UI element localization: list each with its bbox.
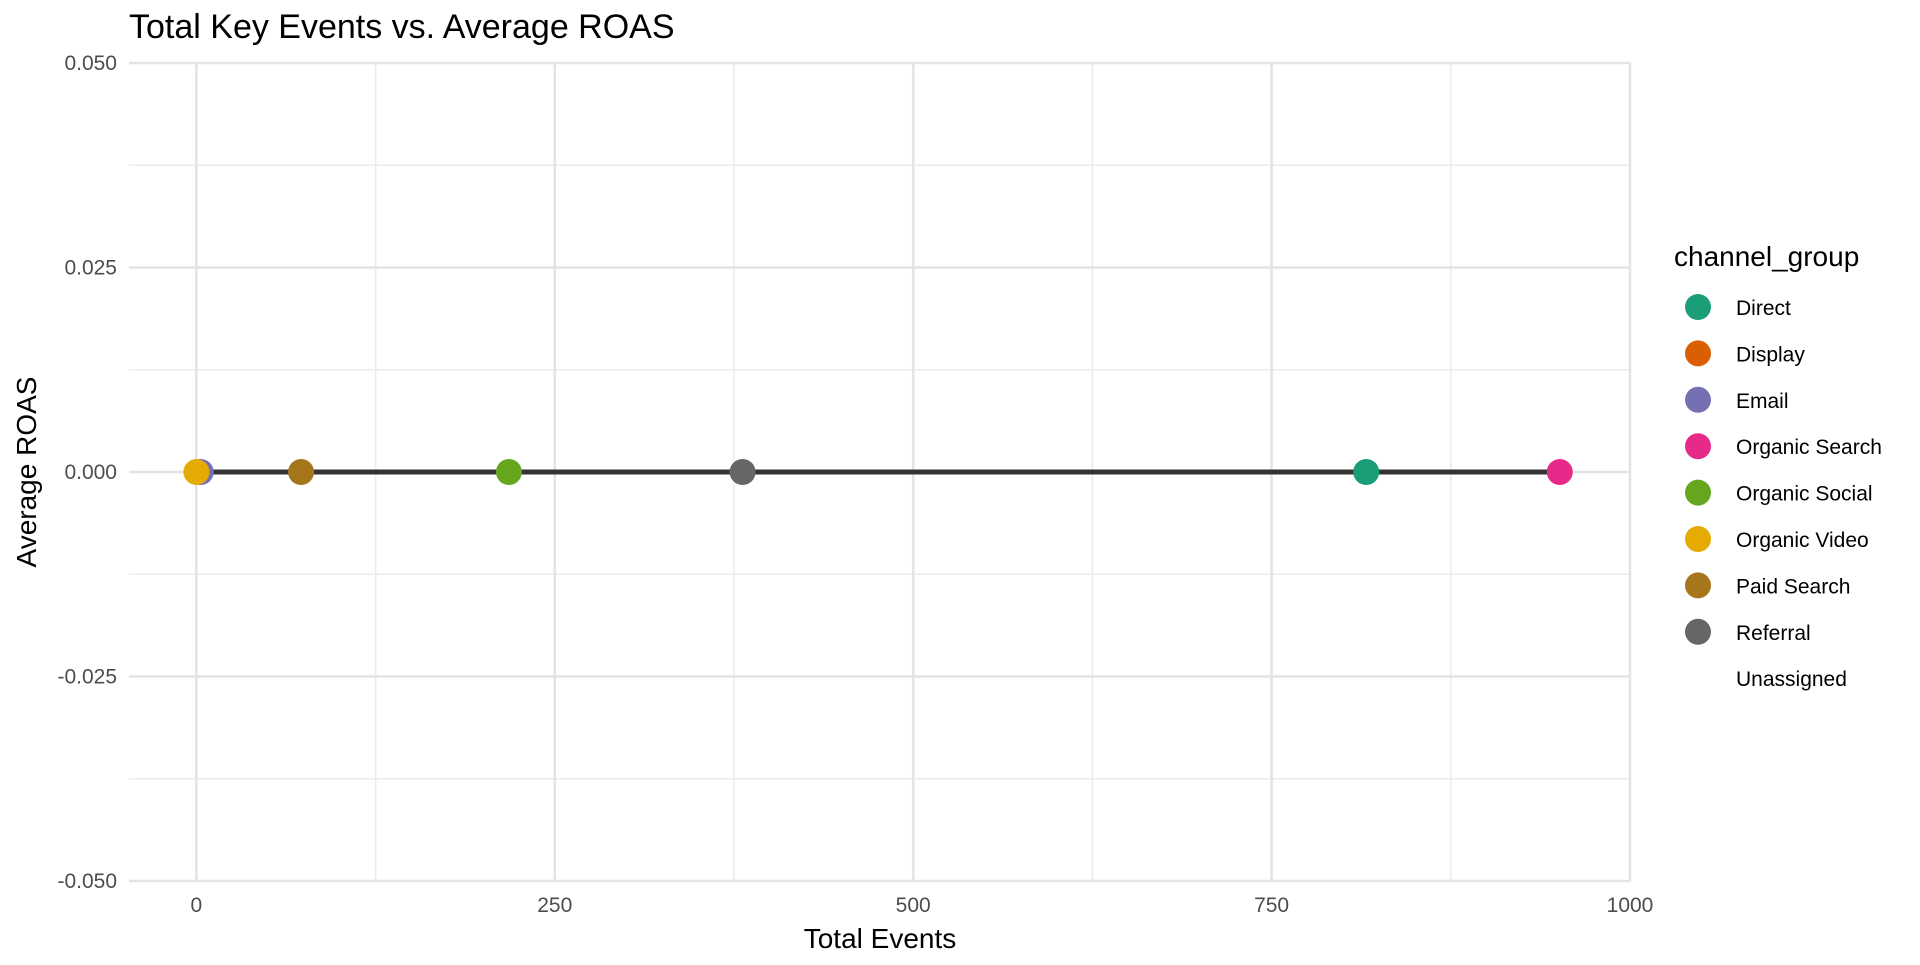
legend-label: Direct — [1736, 297, 1791, 320]
data-point-organic-video — [183, 459, 210, 485]
y-tick-label: -0.025 — [57, 666, 117, 689]
x-tick-label: 500 — [896, 894, 931, 917]
legend-label: Email — [1736, 390, 1789, 413]
grid-lines — [129, 61, 1632, 883]
y-axis-label: Average ROAS — [11, 377, 42, 568]
axis-ticks: 0 250 500 750 1000 -0.050 -0.025 0.000 0.025 0.05… — [57, 52, 1653, 917]
x-tick-label: 1000 — [1607, 894, 1654, 917]
legend-label: Organic Search — [1736, 436, 1882, 459]
legend-key — [1685, 618, 1711, 645]
legend-key — [1685, 386, 1711, 413]
legend: channel_group Direct Display Email Organic … — [1674, 241, 1882, 691]
chart-title: Total Key Events vs. Average ROAS — [129, 8, 675, 46]
legend-key — [1685, 479, 1711, 506]
legend-key — [1685, 433, 1711, 460]
y-tick-label: 0.025 — [64, 257, 117, 280]
legend-key — [1685, 526, 1711, 552]
y-tick-label: 0.050 — [64, 52, 117, 75]
x-tick-label: 250 — [537, 894, 572, 917]
legend-title: channel_group — [1674, 241, 1859, 272]
data-point-organic-search — [1546, 459, 1573, 485]
legend-label: Organic Social — [1736, 483, 1873, 506]
legend-key — [1685, 572, 1711, 599]
x-tick-label: 0 — [191, 894, 203, 917]
data-point-referral — [729, 459, 756, 485]
y-tick-label: 0.000 — [64, 461, 117, 484]
legend-label: Unassigned — [1736, 668, 1847, 691]
x-axis-label: Total Events — [804, 923, 957, 954]
x-tick-label: 750 — [1254, 894, 1289, 917]
data-point-direct — [1353, 459, 1380, 485]
data-point-paid-search — [288, 459, 315, 485]
y-tick-label: -0.050 — [57, 870, 117, 893]
legend-label: Paid Search — [1736, 575, 1850, 598]
legend-label: Organic Video — [1736, 529, 1869, 552]
data-point-organic-social — [495, 459, 522, 485]
legend-label: Display — [1736, 343, 1805, 366]
legend-label: Referral — [1736, 622, 1811, 645]
legend-key — [1685, 340, 1711, 367]
data-marks — [183, 459, 1573, 485]
legend-key — [1685, 294, 1711, 320]
